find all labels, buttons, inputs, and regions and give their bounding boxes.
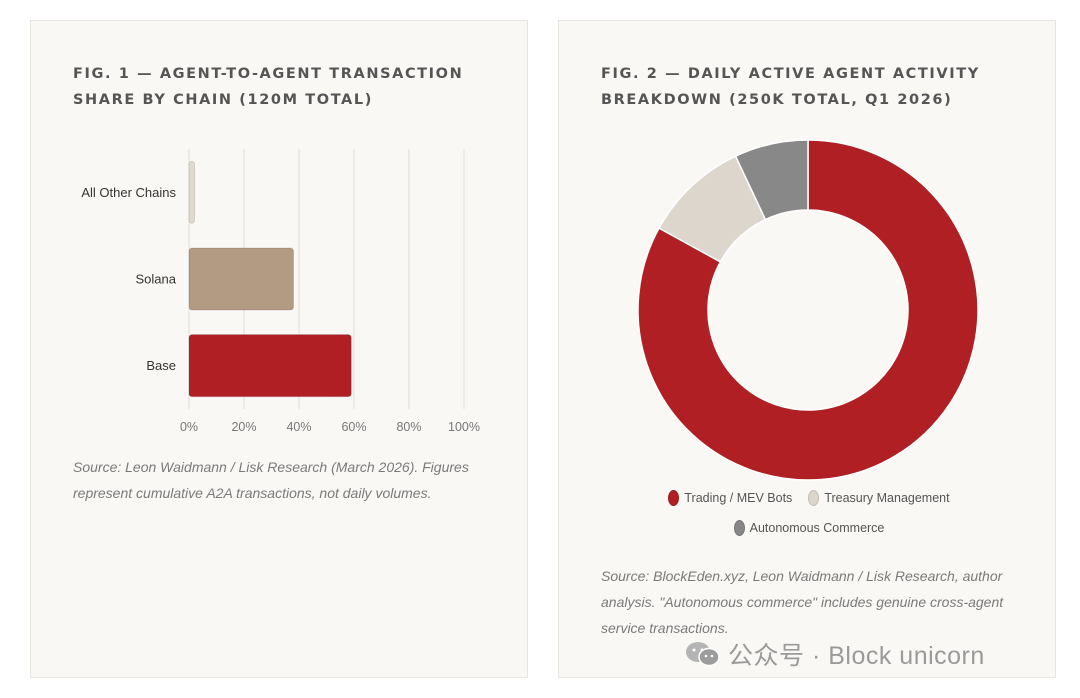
watermark-text: 公众号 · Block unicorn	[728, 642, 985, 670]
fig2-legend: Trading / MEV Bots Treasury Management Aut…	[599, 483, 1019, 543]
legend-label: Trading / MEV Bots	[684, 491, 793, 505]
fig1-title: FIG. 1 — AGENT-TO-AGENT TRANSACTION SHAR…	[73, 66, 464, 108]
fig1-card: FIG. 1 — AGENT-TO-AGENT TRANSACTION SHAR…	[30, 20, 528, 678]
x-tick-label: 60%	[341, 420, 366, 434]
bar	[188, 334, 352, 398]
fig2-source-note: Source: BlockEden.xyz, Leon Waidmann / L…	[601, 568, 1004, 636]
fig1-bar-chart: 0% 20% 40% 60% 80% 100% All Other Chains Solana…	[81, 149, 480, 434]
fig2-card: FIG. 2 — DAILY ACTIVE AGENT ACTIVITY BRE…	[558, 20, 1056, 678]
legend-swatch	[668, 490, 680, 506]
legend-row: Autonomous Commerce	[599, 513, 1019, 543]
legend-swatch	[733, 520, 745, 536]
x-tick-label: 20%	[231, 420, 256, 434]
y-category-label: All Other Chains	[81, 185, 176, 200]
legend-swatch	[808, 490, 820, 506]
legend-item: Autonomous Commerce	[733, 520, 885, 536]
legend-row: Trading / MEV Bots Treasury Management	[599, 483, 1019, 513]
wechat-icon	[686, 642, 720, 667]
y-category-label: Solana	[136, 272, 177, 287]
y-category-label: Base	[146, 358, 176, 373]
x-tick-label: 100%	[448, 420, 480, 434]
legend-label: Treasury Management	[824, 491, 950, 505]
x-tick-label: 80%	[396, 420, 421, 434]
watermark: 公众号 · Block unicorn	[684, 636, 985, 672]
bar	[188, 160, 195, 224]
legend-item: Treasury Management	[808, 490, 950, 506]
fig2-title: FIG. 2 — DAILY ACTIVE AGENT ACTIVITY BRE…	[601, 66, 980, 108]
donut-slice	[734, 139, 809, 221]
x-tick-label: 40%	[286, 420, 311, 434]
fig2-donut-chart	[637, 139, 979, 481]
donut-slice	[637, 139, 979, 481]
x-tick-label: 0%	[180, 420, 198, 434]
legend-label: Autonomous Commerce	[749, 521, 885, 535]
bar	[188, 247, 294, 311]
fig1-source-note: Source: Leon Waidmann / Lisk Research (M…	[73, 459, 469, 501]
legend-item: Trading / MEV Bots	[668, 490, 792, 506]
